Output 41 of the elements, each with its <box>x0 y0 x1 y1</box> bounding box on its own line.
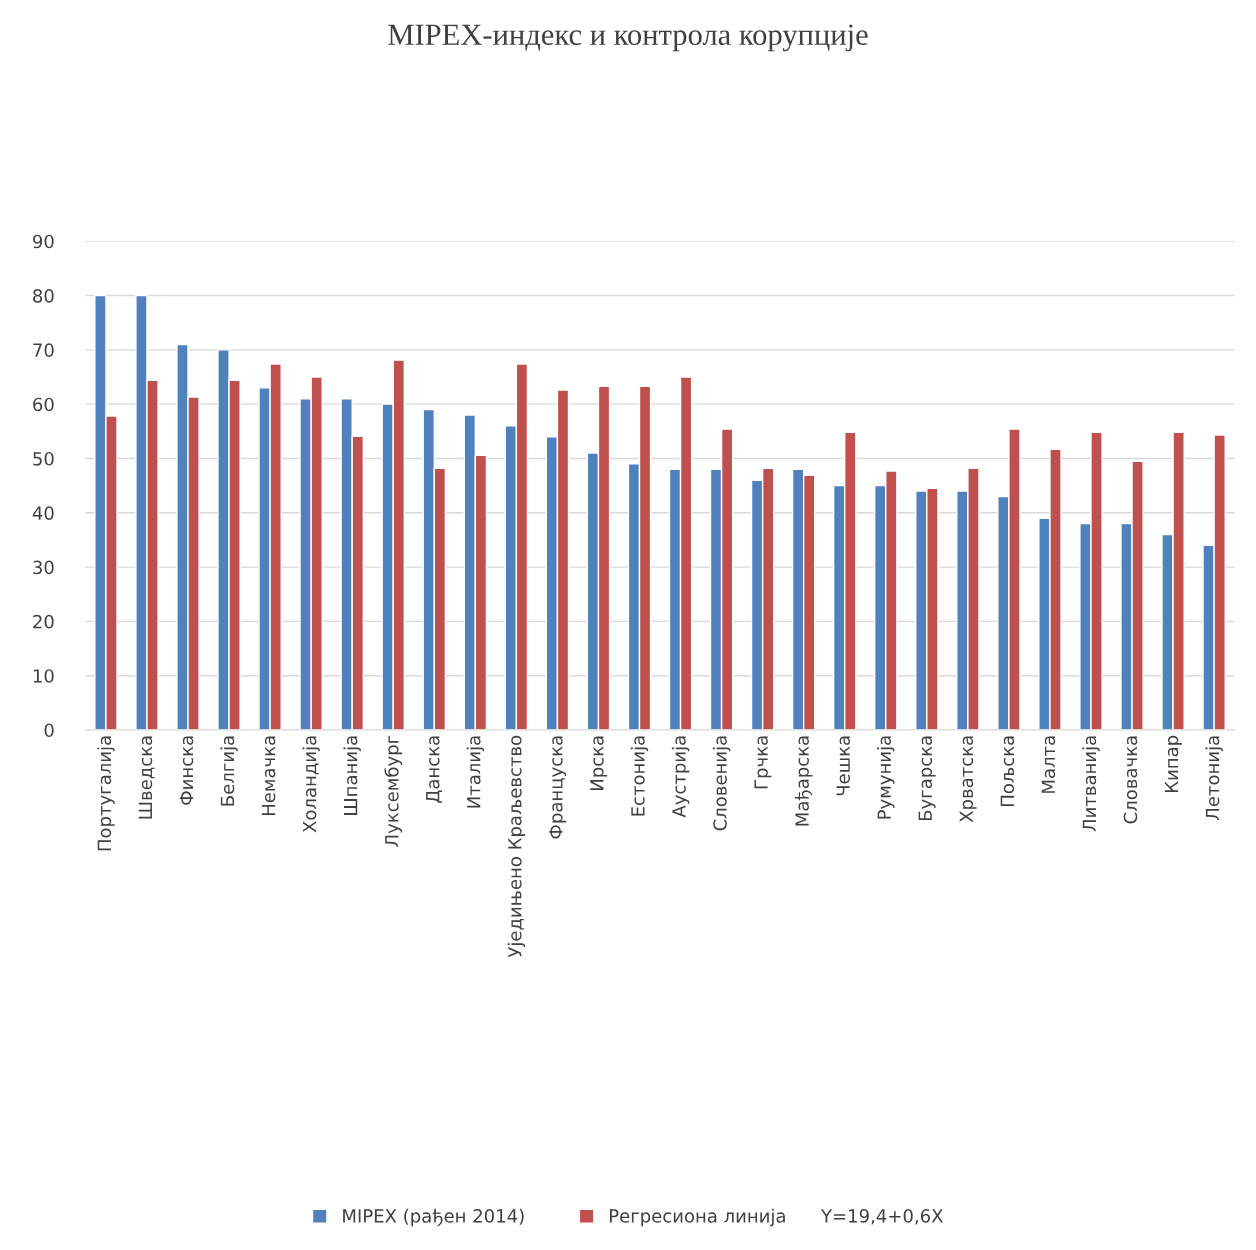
x-tick-label: Луксембург <box>384 735 403 847</box>
y-tick-label: 90 <box>33 234 54 249</box>
x-tick-label: Литванија <box>1082 736 1100 832</box>
x-tick-label: Чешка <box>836 736 850 796</box>
x-tick-label: Бугарска <box>918 736 936 821</box>
y-tick-label: 10 <box>33 669 54 683</box>
y-tick-label: 80 <box>33 289 54 303</box>
x-tick-label: Словачка <box>1123 736 1138 824</box>
x-tick-label: Шпанија <box>343 736 361 815</box>
x-tick-label: Румунија <box>877 736 895 819</box>
x-tick-label: Данска <box>426 736 443 803</box>
x-tick-label: Малта <box>1041 736 1056 793</box>
x-tick-label: Ирска <box>590 736 608 790</box>
x-tick-label: Мађарска <box>794 736 813 826</box>
x-tick-label: Немачка <box>261 736 276 816</box>
x-tick-label: Аустрија <box>671 736 690 818</box>
legend-label: MIPEX (рађен 2014) <box>343 1208 524 1227</box>
x-tick-label: Летонија <box>1205 736 1223 820</box>
x-tick-label: Уједињено Краљевство <box>507 735 526 958</box>
x-tick-label: Финска <box>179 736 194 805</box>
x-tick-label: Грчка <box>754 736 772 789</box>
y-tick-label: 30 <box>33 560 54 575</box>
x-tick-label: Италија <box>466 736 485 808</box>
x-tick-label: Хрватска <box>959 736 977 823</box>
x-tick-label: Кипар <box>1164 735 1182 792</box>
chart-title: MIPEX-индекс и контрола корупције <box>388 24 868 52</box>
y-tick-label: 70 <box>33 343 54 357</box>
x-tick-label: Белгија <box>220 736 238 806</box>
x-tick-label: Португалија <box>97 736 115 851</box>
x-tick-label: Пољска <box>1000 736 1015 806</box>
y-tick-label: 20 <box>33 614 54 629</box>
x-tick-label: Словенија <box>712 736 731 831</box>
y-tick-label: 50 <box>33 451 54 466</box>
y-tick-label: 0 <box>44 723 54 738</box>
y-tick-label: 40 <box>32 506 54 520</box>
y-tick-label: 60 <box>33 397 54 412</box>
x-tick-label: Француска <box>549 736 567 839</box>
x-tick-label: Шведска <box>138 736 155 819</box>
legend-label: Регресиона линија Y=19,4+0,6X <box>610 1208 943 1227</box>
x-tick-label: Естонија <box>630 736 649 816</box>
x-tick-label: Холандија <box>302 736 320 833</box>
